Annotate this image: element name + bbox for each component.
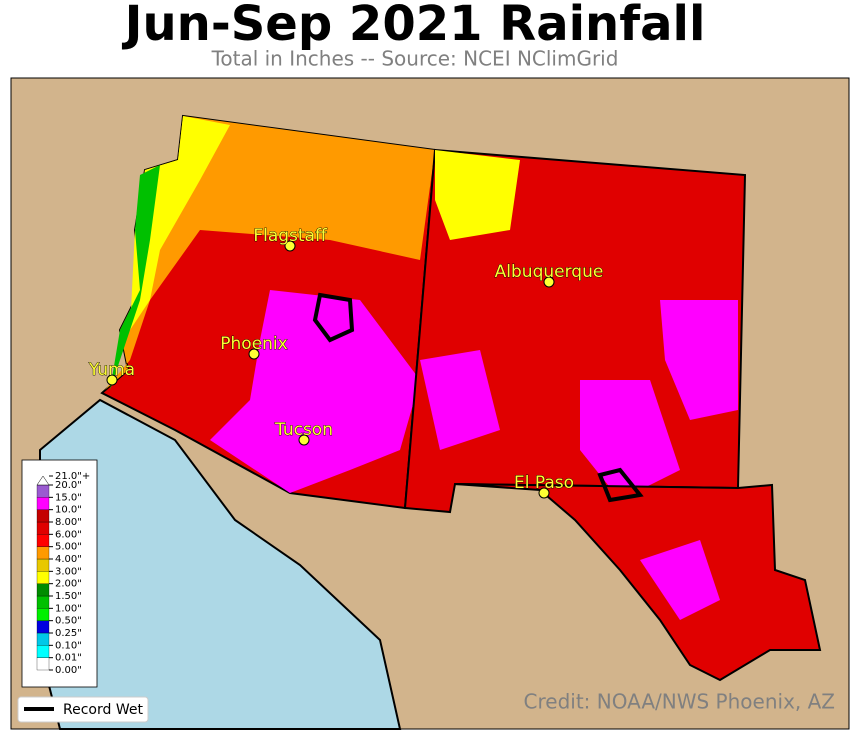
colorbar-bin [36, 521, 50, 535]
colorbar-bin [36, 620, 50, 634]
colorbar-bin [36, 608, 50, 621]
colorbar-label: 5.00" [55, 542, 82, 553]
city-label: Flagstaff [253, 226, 328, 246]
colorbar-label: 20.0" [55, 480, 82, 491]
colorbar-label: 6.00" [55, 529, 82, 540]
city-dot [284, 240, 296, 252]
colorbar-label: 3.00" [55, 566, 82, 577]
credit: Credit: NOAA/NWS Phoenix, AZ [524, 690, 835, 714]
colorbar-bin [36, 546, 50, 560]
colorbar-bin [36, 497, 50, 510]
colorbar-label: 8.00" [55, 517, 82, 528]
colorbar-legend [21, 459, 98, 688]
colorbar-bin [36, 484, 50, 498]
colorbar-bin [36, 632, 50, 646]
colorbar-label: 0.25" [55, 628, 82, 639]
map [10, 77, 850, 730]
colorbar-bin [36, 645, 50, 658]
legend-label: Record Wet [63, 702, 143, 718]
title: Jun-Sep 2021 Rainfall [122, 0, 706, 52]
colorbar-label: 21.0"+ [55, 471, 90, 482]
city-label: Albuquerque [495, 262, 604, 282]
colorbar-label: 0.10" [55, 640, 82, 651]
colorbar-label: 0.50" [55, 616, 82, 627]
city-dot [106, 374, 118, 386]
colorbar-label: 1.50" [55, 591, 82, 602]
city-label: El Paso [514, 473, 574, 493]
city-label: Tucson [274, 420, 333, 440]
colorbar-label: 0.01" [55, 653, 82, 664]
colorbar-bin [36, 583, 50, 597]
city-dot [538, 487, 550, 499]
subtitle: Total in Inches -- Source: NCEI NClimGri… [211, 47, 619, 71]
city-dot [298, 434, 310, 446]
colorbar-bin [36, 558, 50, 572]
colorbar-bin [36, 657, 50, 671]
colorbar-bin [36, 595, 50, 609]
colorbar-label: 1.00" [55, 603, 82, 614]
city-dot [248, 348, 260, 360]
colorbar-label: 2.00" [55, 579, 82, 590]
city-label: Yuma [88, 360, 135, 380]
colorbar-bin [36, 509, 50, 523]
city-label: Phoenix [220, 334, 287, 354]
colorbar-extend [36, 475, 50, 486]
colorbar-bin [36, 571, 50, 584]
city-dot [543, 276, 555, 288]
colorbar-label: 4.00" [55, 554, 82, 565]
colorbar-label: 10.0" [55, 505, 82, 516]
colorbar-label: 15.0" [55, 492, 82, 503]
record-wet-legend: Record Wet [17, 696, 149, 723]
colorbar-label: 0.00" [55, 665, 82, 676]
colorbar-bin [36, 534, 50, 547]
